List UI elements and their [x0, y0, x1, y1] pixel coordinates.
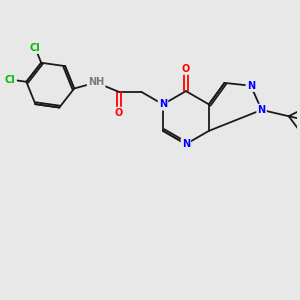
Text: N: N — [182, 139, 190, 149]
Text: N: N — [257, 105, 266, 115]
Text: Cl: Cl — [5, 74, 16, 85]
Text: O: O — [182, 64, 190, 74]
Text: O: O — [115, 108, 123, 118]
Text: Cl: Cl — [30, 43, 40, 53]
Text: NH: NH — [88, 77, 104, 88]
Text: N: N — [159, 99, 167, 110]
Text: N: N — [247, 81, 255, 91]
